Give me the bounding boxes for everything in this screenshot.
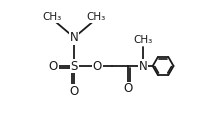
Text: N: N bbox=[70, 31, 79, 44]
Text: O: O bbox=[49, 59, 58, 73]
Text: O: O bbox=[93, 59, 102, 73]
Text: N: N bbox=[139, 59, 147, 73]
Text: S: S bbox=[70, 59, 78, 73]
Text: CH₃: CH₃ bbox=[43, 12, 62, 22]
Text: O: O bbox=[123, 82, 132, 95]
Text: CH₃: CH₃ bbox=[133, 35, 153, 45]
Text: O: O bbox=[69, 85, 79, 98]
Text: CH₃: CH₃ bbox=[87, 12, 106, 22]
